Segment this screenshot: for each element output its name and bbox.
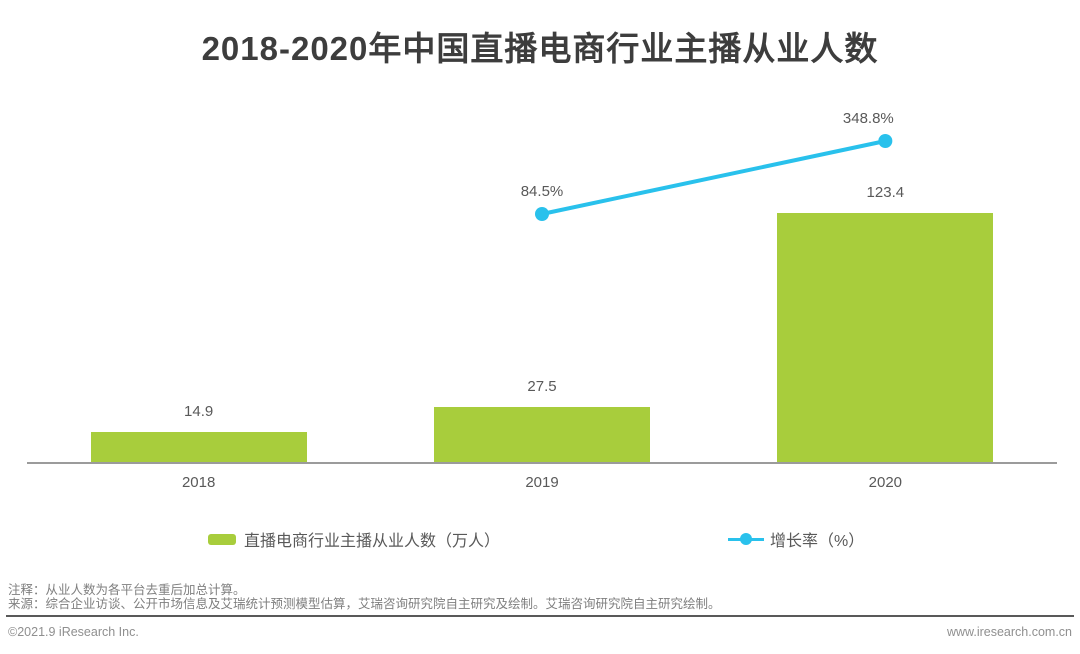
note-source: 来源：综合企业访谈、公开市场信息及艾瑞统计预测模型估算，艾瑞咨询研究院自主研究及… (8, 597, 721, 611)
growth-rate-line (535, 134, 893, 221)
plot-area: 14.9 2018 27.5 2019 123.4 2020 84.5% 348.8% (27, 100, 1057, 491)
x-axis-line (27, 462, 1057, 464)
note-annotation: 注释：从业人数为各平台去重后加总计算。 (8, 583, 246, 597)
bar-2019 (434, 406, 650, 462)
line-legend-label: 增长率（%） (770, 533, 865, 550)
growth-rate-label-2019: 84.5% (520, 183, 564, 200)
growth-rate-label-2020: 348.8% (842, 110, 894, 128)
bar-2018 (90, 431, 307, 462)
footer-divider (6, 615, 1074, 617)
footer: ©2021.9 iResearch Inc. www.iresearch.com… (8, 625, 1072, 639)
legend-item-line: 增长率（%） (728, 527, 864, 551)
bar-value-label-2018: 14.9 (184, 402, 214, 420)
website-url: www.iresearch.com.cn (946, 625, 1072, 639)
chart-title: 2018-2020年中国直播电商行业主播从业人数 (201, 30, 879, 67)
x-axis-label-2018: 2018 (181, 474, 216, 491)
x-axis-label-2019: 2019 (525, 474, 559, 491)
bar-legend-swatch-icon (208, 533, 236, 545)
x-axis-label-2020: 2020 (868, 474, 903, 491)
line-point-2020 (878, 134, 893, 149)
bar-2020 (777, 213, 994, 462)
notes-block: 注释：从业人数为各平台去重后加总计算。 来源：综合企业访谈、公开市场信息及艾瑞统… (8, 583, 721, 611)
copyright-text: ©2021.9 iResearch Inc. (8, 625, 139, 639)
bar-value-label-2019: 27.5 (527, 377, 557, 395)
line-point-2019 (535, 207, 549, 221)
bar-value-label-2020: 123.4 (866, 184, 905, 202)
line-legend-dot (740, 533, 752, 545)
legend-item-bar: 直播电商行业主播从业人数（万人） (208, 527, 500, 551)
line-legend-marker-icon (728, 533, 764, 545)
growth-rate-polyline (541, 139, 886, 216)
legend: 直播电商行业主播从业人数（万人） 增长率（%） (0, 527, 1080, 551)
bar-legend-label: 直播电商行业主播从业人数（万人） (244, 533, 501, 550)
